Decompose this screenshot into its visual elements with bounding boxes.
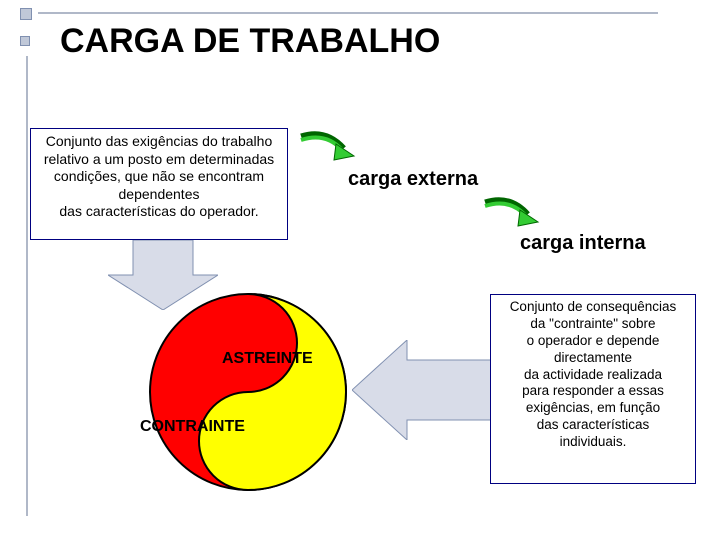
- label-carga-interna: carga interna: [520, 232, 646, 255]
- label-contrainte: CONTRAINTE: [140, 418, 245, 436]
- page-title: CARGA DE TRABALHO: [60, 22, 440, 61]
- left-definition-box: Conjunto das exigências do trabalho rela…: [30, 128, 288, 240]
- left-box-line: Conjunto das exigências do trabalho: [37, 133, 281, 151]
- left-box-line: das características do operador.: [37, 203, 281, 221]
- arrow-green-interna: [480, 196, 540, 236]
- right-box-line: exigências, em função: [497, 400, 689, 417]
- slide-root: CARGA DE TRABALHO Conjunto das exigência…: [0, 0, 720, 540]
- right-box-line: Conjunto de consequências: [497, 299, 689, 316]
- right-box-line: o operador e depende: [497, 333, 689, 350]
- yin-yang-diagram: [148, 292, 348, 492]
- decor-line: [38, 12, 658, 14]
- left-box-line: condições, que não se encontram: [37, 168, 281, 186]
- decor-line: [26, 56, 28, 516]
- label-carga-externa: carga externa: [348, 168, 478, 191]
- right-box-line: da actividade realizada: [497, 367, 689, 384]
- label-astreinte: ASTREINTE: [222, 350, 313, 368]
- right-box-line: da "contrainte" sobre: [497, 316, 689, 333]
- arrow-green-externa: [296, 130, 356, 170]
- right-box-line: individuais.: [497, 434, 689, 451]
- right-box-line: das características: [497, 417, 689, 434]
- right-box-line: directamente: [497, 350, 689, 367]
- arrow-block-left: [352, 340, 492, 440]
- left-box-line: relativo a um posto em determinadas: [37, 151, 281, 169]
- left-box-line: dependentes: [37, 186, 281, 204]
- right-definition-box: Conjunto de consequências da "contrainte…: [490, 294, 696, 484]
- decor-bullet: [20, 8, 32, 20]
- right-box-line: para responder a essas: [497, 383, 689, 400]
- decor-bullet: [20, 36, 30, 46]
